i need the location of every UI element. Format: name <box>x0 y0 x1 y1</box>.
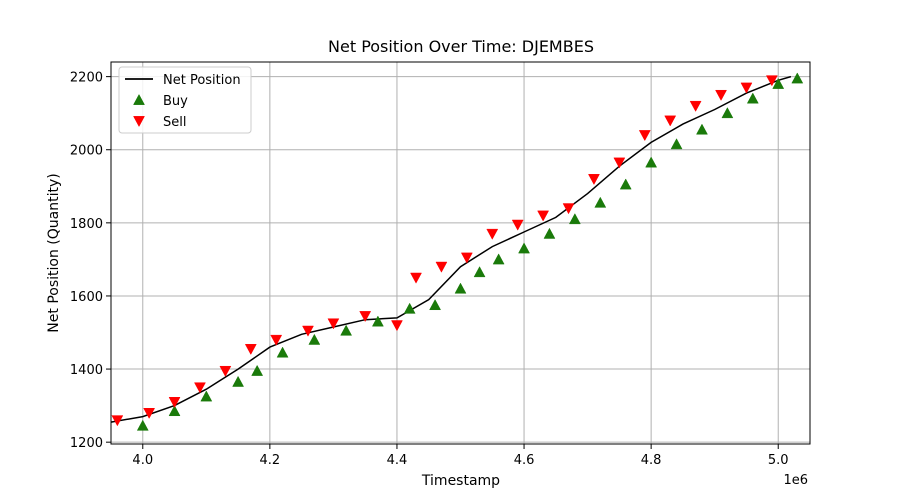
sell-marker <box>143 408 156 419</box>
sell-marker <box>219 365 232 377</box>
buy-marker <box>518 242 530 254</box>
legend-label: Sell <box>163 115 186 130</box>
legend: Net Position Buy Sell <box>118 66 252 134</box>
buy-marker <box>168 405 181 417</box>
sell-marker <box>435 261 448 273</box>
buy-marker <box>772 77 785 89</box>
sell-marker <box>111 415 124 427</box>
x-tick-label: 4.6 <box>514 453 535 468</box>
sell-marker <box>270 334 283 346</box>
sell-marker <box>511 219 524 231</box>
sell-marker <box>359 311 372 323</box>
buy-marker <box>619 178 632 190</box>
chart-title: Net Position Over Time: DJEMBES <box>328 37 594 56</box>
series-layer <box>110 72 804 431</box>
y-axis-label: Net Position (Quantity) <box>46 173 62 332</box>
x-axis: 4.0 4.2 4.4 4.6 4.8 5.0 <box>132 444 789 468</box>
buy-marker <box>746 92 759 104</box>
sell-marker <box>244 344 257 355</box>
x-tick-label: 5.0 <box>768 453 789 468</box>
buy-marker <box>403 302 416 314</box>
buy-marker <box>492 253 505 265</box>
x-tick-label: 4.8 <box>641 453 662 468</box>
buy-marker <box>568 213 581 225</box>
y-tick-label: 1800 <box>70 217 103 232</box>
sell-marker <box>460 252 473 264</box>
sell-marker <box>410 272 422 284</box>
sell-marker <box>486 228 499 240</box>
sell-marker <box>194 382 206 394</box>
sell-marker <box>689 100 702 112</box>
buy-marker <box>340 324 353 336</box>
buy-marker <box>670 138 683 150</box>
legend-label: Buy <box>163 94 188 109</box>
x-axis-label: Timestamp <box>421 473 500 489</box>
legend-label: Net Position <box>163 73 241 88</box>
sell-marker <box>715 89 727 101</box>
sell-marker <box>537 210 550 222</box>
y-tick-label: 2200 <box>70 71 103 86</box>
y-tick-label: 1400 <box>70 363 103 378</box>
buy-marker <box>791 72 804 84</box>
sell-marker <box>302 325 314 337</box>
sell-marker <box>327 318 340 330</box>
legend-marker-swatch <box>133 116 145 128</box>
buy-marker <box>136 419 149 431</box>
y-tick-label: 2000 <box>70 144 103 159</box>
sell-marker <box>562 203 575 215</box>
sell-marker <box>765 75 778 87</box>
buy-marker <box>200 390 213 402</box>
buy-marker <box>454 282 467 294</box>
buy-marker <box>232 375 245 387</box>
sell-marker <box>391 320 403 332</box>
buy-marker <box>308 333 321 345</box>
buy-marker <box>645 156 658 168</box>
buy-marker <box>429 299 442 311</box>
sell-marker <box>638 130 651 142</box>
net-position-line <box>110 75 792 423</box>
buy-marker <box>473 266 486 278</box>
x-tick-label: 4.0 <box>132 453 153 468</box>
x-axis-offset-label: 1e6 <box>783 473 808 488</box>
buy-marker <box>543 227 556 239</box>
x-tick-label: 4.4 <box>387 453 408 468</box>
legend-box <box>118 66 252 134</box>
y-tick-label: 1200 <box>70 436 103 451</box>
sell-marker <box>664 115 677 127</box>
buy-marker <box>696 123 708 135</box>
buy-marker <box>721 107 734 119</box>
sell-marker <box>613 157 626 169</box>
buy-marker <box>251 364 264 376</box>
x-tick-label: 4.2 <box>260 453 281 468</box>
sell-marker <box>588 174 600 186</box>
buy-marker <box>276 346 289 358</box>
buy-marker <box>594 196 607 208</box>
sell-marker <box>740 82 753 94</box>
y-tick-label: 1600 <box>70 290 103 305</box>
sell-marker <box>168 397 181 408</box>
buy-marker <box>371 315 384 327</box>
plot-frame <box>110 61 811 445</box>
y-axis: 1200 1400 1600 1800 2000 2200 <box>70 71 111 451</box>
legend-marker-swatch <box>133 93 145 105</box>
